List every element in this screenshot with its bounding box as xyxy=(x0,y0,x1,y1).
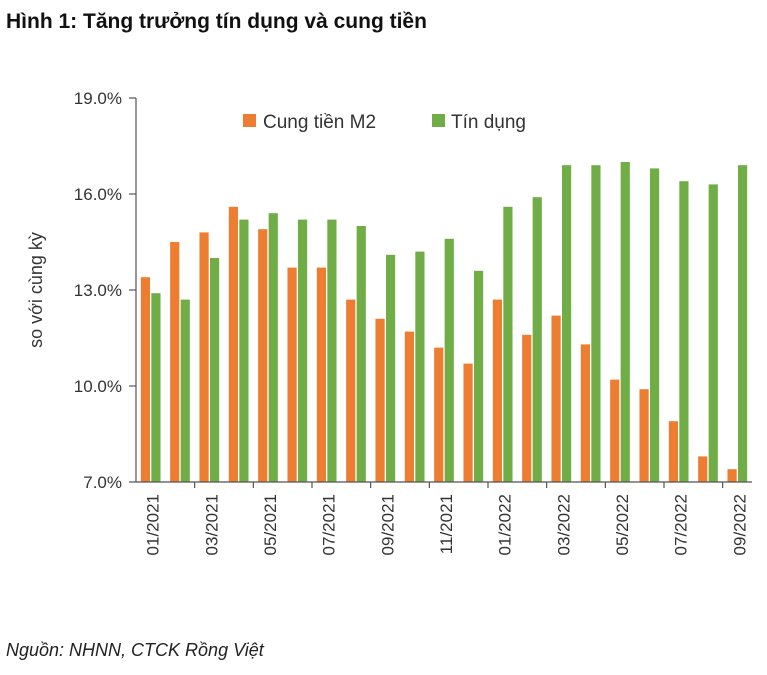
bar-m2-10-2021 xyxy=(404,331,415,482)
bar-credit-08-2022 xyxy=(708,184,718,482)
bar-credit-12-2021 xyxy=(473,270,484,482)
bar-m2-12-2021 xyxy=(463,363,473,482)
legend-swatch-credit xyxy=(432,114,445,127)
bar-credit-05-2022 xyxy=(620,162,630,482)
bar-m2-04-2022 xyxy=(580,344,591,482)
bar-m2-07-2022 xyxy=(668,421,679,482)
bar-credit-01-2021 xyxy=(151,293,161,482)
x-tick-label: 03/2022 xyxy=(554,494,573,555)
bar-credit-05-2021 xyxy=(268,213,278,482)
bar-credit-03-2022 xyxy=(561,165,572,482)
x-tick-label: 11/2021 xyxy=(437,494,456,554)
legend: Cung tiền M2 Tín dụng xyxy=(243,112,526,133)
bar-m2-09-2022 xyxy=(727,469,737,482)
bar-m2-08-2022 xyxy=(698,456,708,482)
y-axis-label: so với cùng kỳ xyxy=(26,232,46,348)
x-tick-label: 03/2021 xyxy=(202,494,221,555)
bar-m2-02-2022 xyxy=(522,334,532,482)
bar-m2-08-2021 xyxy=(346,299,356,482)
bar-m2-03-2022 xyxy=(551,315,561,482)
x-tick-label: 05/2022 xyxy=(613,494,632,555)
x-tick-label: 09/2021 xyxy=(378,494,397,555)
x-tick-label: 09/2022 xyxy=(730,494,749,555)
bar-m2-06-2022 xyxy=(639,389,649,482)
chart-title: Hình 1: Tăng trưởng tín dụng và cung tiề… xyxy=(6,10,427,33)
x-tick-label: 01/2022 xyxy=(496,494,515,555)
bar-credit-04-2021 xyxy=(239,219,249,482)
legend-label-m2: Cung tiền M2 xyxy=(263,112,376,133)
bar-credit-10-2021 xyxy=(415,251,425,482)
bar-m2-09-2021 xyxy=(375,318,385,482)
y-tick-label: 10.0% xyxy=(74,377,122,396)
bar-credit-06-2021 xyxy=(297,219,308,482)
bar-m2-04-2021 xyxy=(228,206,239,483)
bar-credit-09-2021 xyxy=(385,254,396,482)
bar-m2-07-2021 xyxy=(316,267,327,482)
bar-credit-08-2021 xyxy=(356,226,366,482)
bar-credit-09-2022 xyxy=(737,165,748,482)
x-tick-label: 05/2021 xyxy=(261,494,280,555)
y-tick-label: 7.0% xyxy=(83,473,122,492)
legend-swatch-m2 xyxy=(243,114,256,127)
bar-m2-05-2022 xyxy=(610,379,620,482)
bar-m2-02-2021 xyxy=(170,242,180,482)
bar-credit-03-2021 xyxy=(209,258,220,482)
bar-m2-03-2021 xyxy=(199,232,209,482)
bar-credit-11-2021 xyxy=(444,238,454,482)
x-tick-label: 07/2022 xyxy=(672,494,691,555)
bar-credit-02-2022 xyxy=(532,197,542,482)
bar-m2-01-2022 xyxy=(492,299,503,482)
bar-credit-02-2021 xyxy=(180,299,190,482)
source-note: Nguồn: NHNN, CTCK Rồng Việt xyxy=(6,640,264,660)
y-tick-label: 16.0% xyxy=(74,185,122,204)
bar-m2-11-2021 xyxy=(434,347,444,482)
bar-credit-07-2021 xyxy=(327,219,337,482)
bar-credit-06-2022 xyxy=(649,168,660,482)
y-tick-label: 13.0% xyxy=(74,281,122,300)
bar-m2-06-2021 xyxy=(287,267,297,482)
bar-m2-01-2021 xyxy=(140,277,151,482)
x-tick-label: 07/2021 xyxy=(320,494,339,555)
bar-m2-05-2021 xyxy=(258,229,268,482)
legend-label-credit: Tín dụng xyxy=(451,112,526,133)
y-tick-label: 19.0% xyxy=(74,89,122,108)
bar-credit-04-2022 xyxy=(591,165,601,482)
x-tick-label: 01/2021 xyxy=(144,494,163,555)
bar-credit-01-2022 xyxy=(503,206,513,483)
bar-credit-07-2022 xyxy=(679,181,689,482)
